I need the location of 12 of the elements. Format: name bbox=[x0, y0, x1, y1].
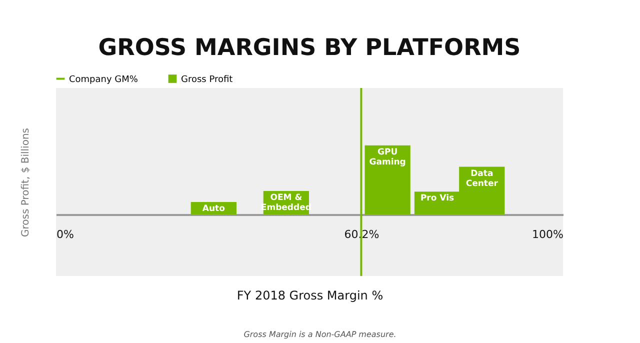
legend-label: Gross Profit bbox=[181, 74, 234, 85]
x-tick-label: 0% bbox=[56, 228, 74, 241]
text: Gross Margin is a Non-GAAP measure. bbox=[242, 330, 398, 339]
chart-title: GROSS MARGINS BY PLATFORMS bbox=[98, 35, 521, 61]
annotation: Pro Vis bbox=[420, 194, 454, 204]
y-axis-title: Gross Profit, $ Billions bbox=[20, 128, 32, 237]
annotation: Auto bbox=[202, 204, 226, 214]
annotation: GPU Gaming bbox=[369, 147, 406, 168]
x-axis-title: FY 2018 Gross Margin % bbox=[236, 288, 384, 302]
legend-label: Company GM% bbox=[69, 74, 138, 85]
x-tick-label: 100% bbox=[532, 228, 564, 241]
annotation: Data Center bbox=[466, 168, 499, 189]
